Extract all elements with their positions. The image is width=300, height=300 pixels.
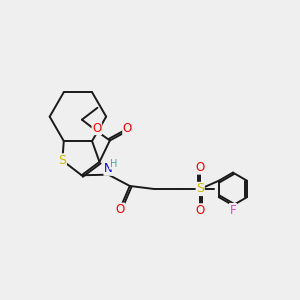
Text: F: F (230, 203, 236, 217)
Text: N: N (104, 162, 113, 175)
Text: S: S (58, 154, 66, 167)
Text: O: O (116, 203, 124, 216)
Text: O: O (123, 122, 132, 134)
Text: H: H (110, 159, 117, 169)
Text: O: O (196, 161, 205, 174)
Text: S: S (196, 182, 204, 195)
Text: O: O (92, 122, 101, 134)
Text: O: O (196, 204, 205, 217)
